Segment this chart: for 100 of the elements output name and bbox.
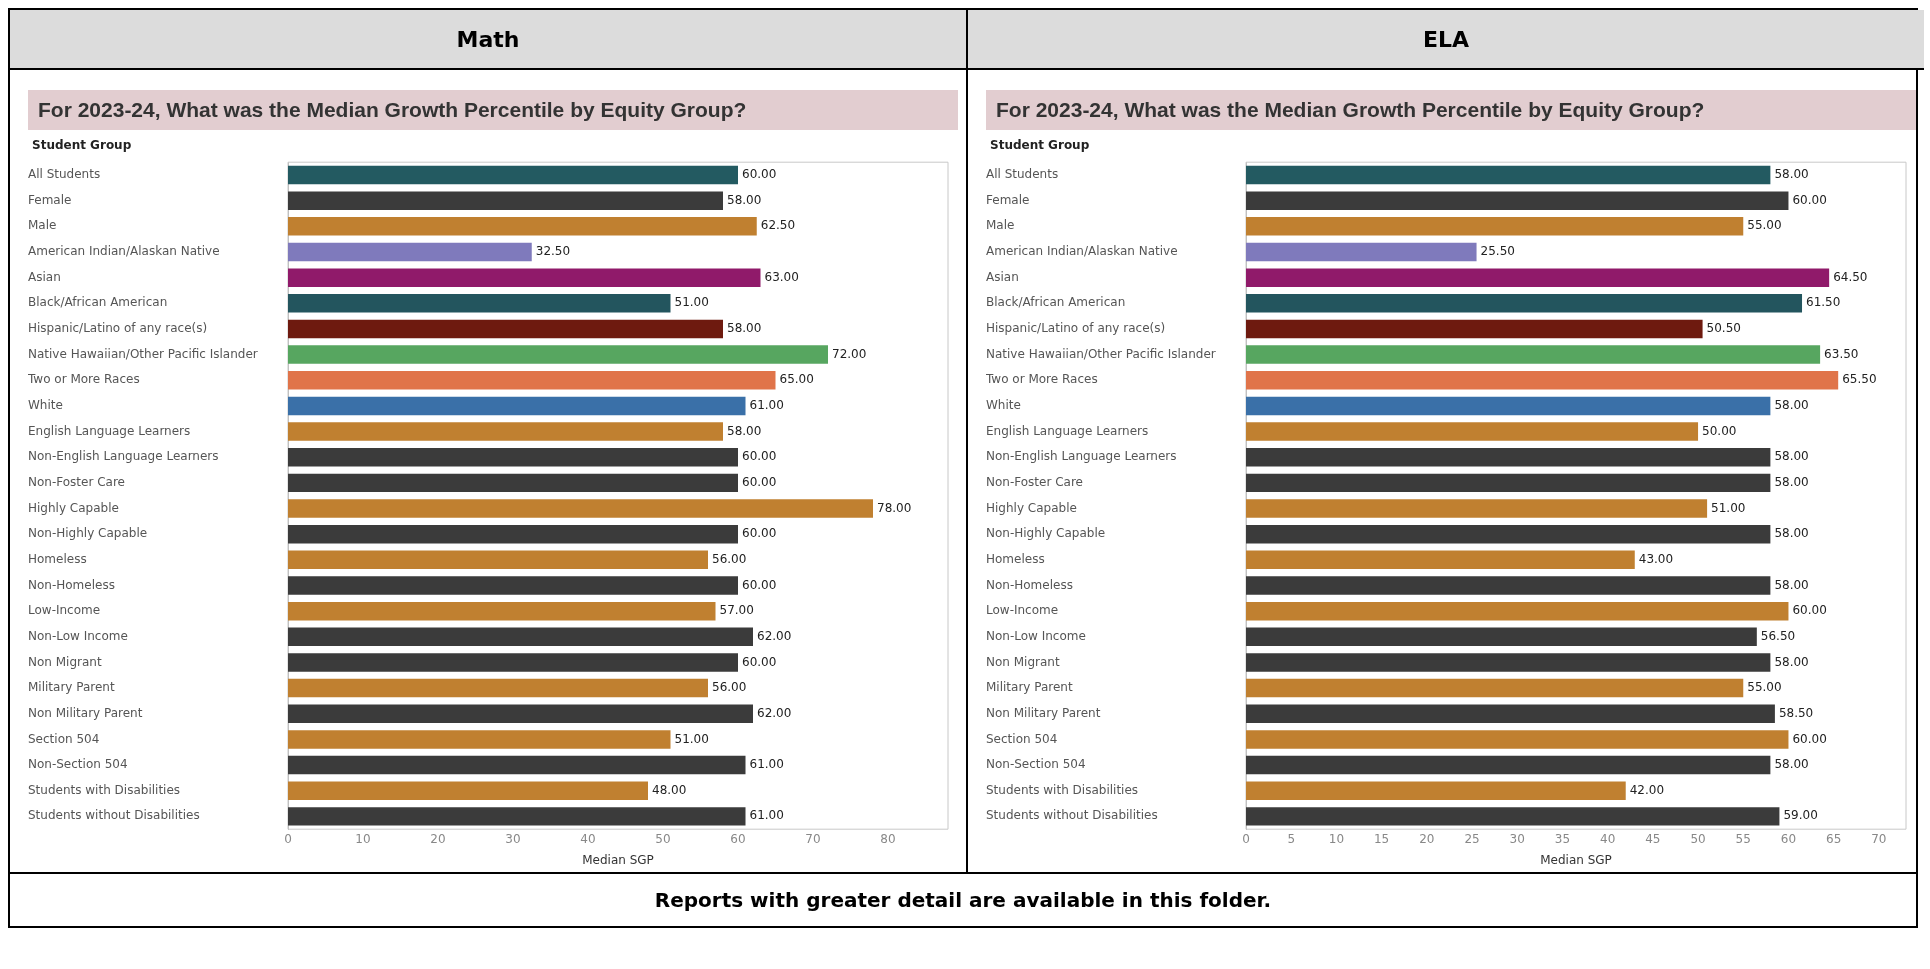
data-label: 48.00 xyxy=(652,782,687,797)
y-tick-label: Low-Income xyxy=(986,603,1059,618)
y-tick-label: Two or More Races xyxy=(27,372,140,387)
y-tick-label: Native Hawaiian/Other Pacific Islander xyxy=(28,346,258,361)
y-tick-label: Students with Disabilities xyxy=(986,782,1139,797)
bar xyxy=(1246,678,1744,698)
data-label: 72.00 xyxy=(832,346,867,361)
data-label: 58.00 xyxy=(727,192,762,207)
data-label: 61.50 xyxy=(1806,295,1841,310)
y-tick-label: American Indian/Alaskan Native xyxy=(28,244,220,259)
data-label: 51.00 xyxy=(674,295,709,310)
bar xyxy=(1246,755,1771,775)
y-tick-label: Black/African American xyxy=(28,295,168,310)
y-tick-label: Non-Highly Capable xyxy=(28,526,148,541)
bar xyxy=(1246,627,1757,647)
y-tick-label: Non Migrant xyxy=(28,654,102,669)
y-tick-label: Students without Disabilities xyxy=(986,808,1158,823)
bar xyxy=(288,191,723,210)
x-tick-label: 15 xyxy=(1373,831,1390,846)
y-tick-label: Non-Foster Care xyxy=(28,475,125,489)
bar xyxy=(1246,601,1789,621)
y-tick-label: Non-English Language Learners xyxy=(28,449,219,464)
y-tick-label: Male xyxy=(986,218,1015,233)
bar xyxy=(1246,730,1789,749)
y-tick-label: Students without Disabilities xyxy=(28,808,200,823)
data-label: 60.00 xyxy=(742,475,777,489)
data-label: 62.00 xyxy=(757,628,792,643)
bar xyxy=(288,447,738,467)
x-tick-label: 40 xyxy=(1600,831,1616,846)
data-label: 58.00 xyxy=(1774,475,1809,489)
data-label: 58.00 xyxy=(727,321,762,336)
data-label: 56.50 xyxy=(1760,628,1796,643)
text: Reports with greater detail are available in this folder. xyxy=(653,887,1273,914)
bar xyxy=(288,781,648,800)
y-tick-label: English Language Learners xyxy=(986,423,1149,438)
data-label: 58.00 xyxy=(1774,577,1809,592)
bar xyxy=(1246,524,1771,544)
y-tick-label: Military Parent xyxy=(986,680,1073,695)
bar xyxy=(288,319,723,339)
y-tick-label: Female xyxy=(28,192,72,207)
x-tick-label: 10 xyxy=(1328,831,1345,846)
bar xyxy=(288,268,761,287)
data-label: 58.00 xyxy=(1774,449,1809,464)
y-tick-label: Non-Foster Care xyxy=(986,475,1083,489)
bar xyxy=(288,217,757,236)
bar xyxy=(288,524,738,544)
data-label: 60.00 xyxy=(1792,731,1827,746)
bar xyxy=(288,576,738,595)
y-tick-label: White xyxy=(986,398,1021,413)
y-tick-label: Non-Section 504 xyxy=(28,757,128,772)
bar xyxy=(288,730,671,749)
bar xyxy=(1246,371,1839,390)
bar xyxy=(288,473,738,493)
x-tick-label: 70 xyxy=(805,831,821,846)
data-label: 58.00 xyxy=(1774,757,1809,772)
data-label: 56.00 xyxy=(712,680,747,695)
bar xyxy=(288,242,532,262)
x-tick-label: 0 xyxy=(1242,831,1250,846)
x-tick-label: 20 xyxy=(1419,831,1435,846)
chart-subtitle: For 2023-24, What was the Median Growth Percentile by Equity Group? xyxy=(986,90,1916,130)
y-tick-label: Non-Low Income xyxy=(986,628,1086,643)
y-tick-label: Section 504 xyxy=(28,731,100,746)
y-tick-label: Non-Highly Capable xyxy=(986,526,1106,541)
y-tick-label: Non Military Parent xyxy=(28,705,143,720)
data-label: 63.50 xyxy=(1824,346,1859,361)
y-tick-label: Homeless xyxy=(28,551,87,566)
chart-subtitle: For 2023-24, What was the Median Growth Percentile by Equity Group? xyxy=(28,90,958,130)
data-label: 50.00 xyxy=(1702,423,1737,438)
data-label: 32.50 xyxy=(535,244,571,259)
bar xyxy=(1246,294,1803,313)
y-tick-label: Native Hawaiian/Other Pacific Islander xyxy=(986,346,1216,361)
bar xyxy=(1246,807,1780,826)
bar xyxy=(1246,165,1771,185)
y-tick-label: Highly Capable xyxy=(986,500,1077,515)
data-label: 62.00 xyxy=(757,705,792,720)
bar xyxy=(1246,242,1477,262)
x-tick-label: 80 xyxy=(880,831,896,846)
y-tick-label: Students with Disabilities xyxy=(28,782,181,797)
data-label: 60.00 xyxy=(742,449,777,464)
y-tick-label: All Students xyxy=(28,167,101,182)
data-label: 58.00 xyxy=(1774,654,1809,669)
y-tick-label: Non-Section 504 xyxy=(986,757,1086,772)
x-tick-label: 45 xyxy=(1645,831,1661,846)
y-axis-title: Student Group xyxy=(990,138,1091,152)
data-label: 42.00 xyxy=(1629,782,1665,797)
data-label: 58.00 xyxy=(1774,398,1809,413)
y-tick-label: Non-Low Income xyxy=(28,628,128,643)
bar xyxy=(1246,447,1771,467)
bar xyxy=(1246,217,1744,236)
data-label: 60.00 xyxy=(742,167,777,182)
bar xyxy=(288,678,708,698)
bar xyxy=(1246,704,1775,723)
x-tick-label: 5 xyxy=(1287,831,1296,846)
y-tick-label: Two or More Races xyxy=(985,372,1098,387)
data-label: 50.50 xyxy=(1706,321,1741,336)
bar xyxy=(288,499,873,518)
data-label: 60.00 xyxy=(742,526,777,541)
bar xyxy=(1246,550,1635,570)
data-label: 57.00 xyxy=(719,603,754,618)
data-label: 59.00 xyxy=(1783,808,1818,823)
